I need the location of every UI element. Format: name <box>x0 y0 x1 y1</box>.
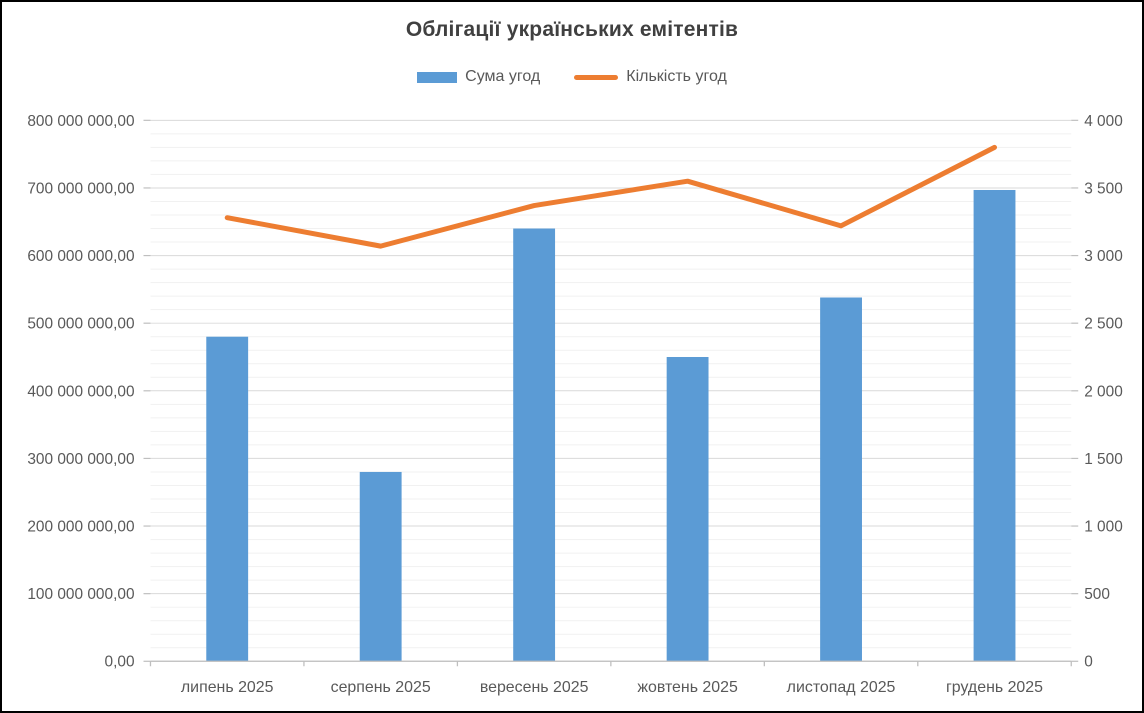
left-axis-tick-label: 500 000 000,00 <box>27 316 134 333</box>
bar <box>820 297 862 662</box>
bar <box>513 228 556 662</box>
bar <box>206 336 249 662</box>
bar <box>359 471 402 662</box>
left-axis-tick-labels: 0,00 100 000 000,00 200 000 000,00 300 000 … <box>27 113 134 671</box>
right-axis-tick-label: 3 500 <box>1084 180 1123 197</box>
x-axis-category-labels: липень 2025 серпень 2025 вересень 2025 жовт… <box>181 679 1043 696</box>
axis-lines-and-ticks <box>143 119 1079 667</box>
minor-gridlines <box>150 133 1072 649</box>
legend-item-bars: Сума угод <box>417 68 540 86</box>
x-axis-category-label: серпень 2025 <box>331 679 431 696</box>
legend: Сума угод Кількість угод <box>2 68 1142 86</box>
line-series <box>224 144 998 249</box>
right-axis-tick-label: 4 000 <box>1084 113 1123 130</box>
bar-swatch-icon <box>417 71 458 83</box>
legend-label: Сума угод <box>465 68 541 85</box>
right-axis-tick-label: 500 <box>1084 586 1110 603</box>
x-axis-category-label: липень 2025 <box>181 679 274 696</box>
bar-series <box>206 189 1016 662</box>
x-axis-category-label: жовтень 2025 <box>637 679 738 696</box>
right-axis-tick-label: 2 500 <box>1084 316 1123 333</box>
bar <box>666 356 709 662</box>
left-axis-tick-label: 0,00 <box>105 654 135 671</box>
bar <box>973 189 1016 662</box>
right-axis-tick-labels: 0 500 1 000 1 500 2 000 2 500 3 000 3 500 4 000 <box>1084 113 1123 671</box>
left-axis-tick-label: 600 000 000,00 <box>27 248 134 265</box>
chart-title: Облігації українських емітентів <box>405 18 739 41</box>
right-axis-tick-label: 1 500 <box>1084 451 1123 468</box>
right-axis-tick-label: 1 000 <box>1084 519 1123 536</box>
right-axis-tick-label: 2 000 <box>1084 383 1123 400</box>
x-axis-category-label: грудень 2025 <box>946 679 1043 696</box>
left-axis-tick-label: 300 000 000,00 <box>27 451 134 468</box>
x-axis-category-label: вересень 2025 <box>480 679 589 696</box>
right-axis-tick-label: 0 <box>1084 654 1093 671</box>
legend-item-line: Кількість угод <box>574 68 727 86</box>
x-axis-category-label: листопад 2025 <box>787 679 896 696</box>
left-axis-tick-label: 100 000 000,00 <box>27 586 134 603</box>
left-axis-tick-label: 700 000 000,00 <box>27 180 134 197</box>
line-path <box>224 144 998 249</box>
left-axis-tick-label: 800 000 000,00 <box>27 113 134 130</box>
legend-label: Кількість угод <box>626 68 727 85</box>
left-axis-tick-label: 200 000 000,00 <box>27 519 134 536</box>
right-axis-tick-label: 3 000 <box>1084 248 1123 265</box>
line-swatch-icon <box>574 74 619 80</box>
left-axis-tick-label: 400 000 000,00 <box>27 383 134 400</box>
